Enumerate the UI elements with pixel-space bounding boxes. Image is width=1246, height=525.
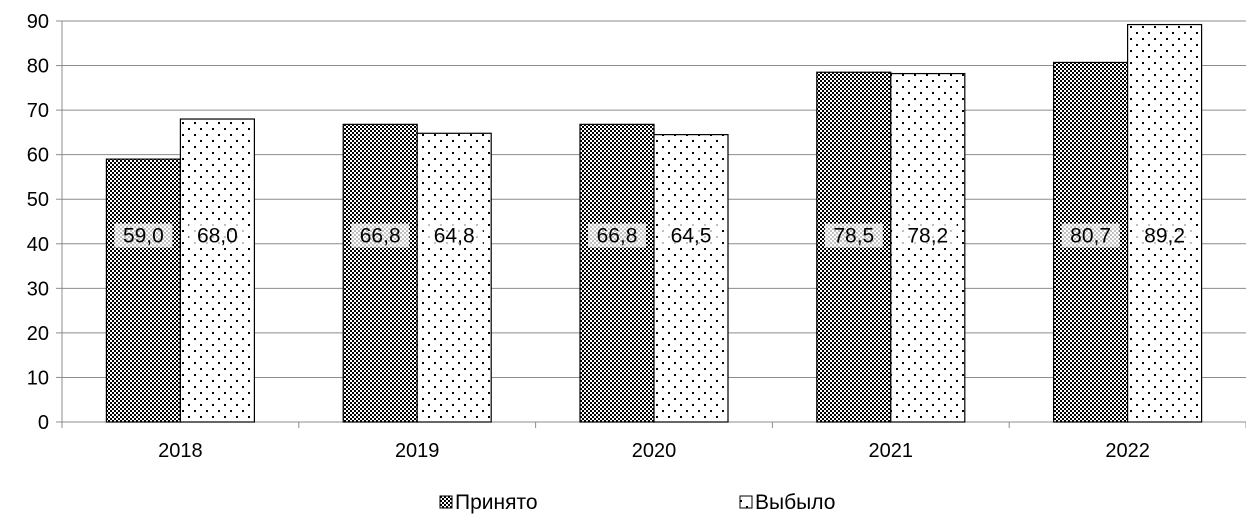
legend: Принято Выбыло [439,491,835,514]
data-labels: 59,0 68,0 66,8 64,8 66,8 64,5 78,5 78,2 80,7 89,2 [114,223,1194,248]
y-tick-label: 40 [27,234,49,256]
data-label: 68,0 [197,225,238,248]
legend-label: Принято [455,491,538,514]
data-label-bg [1135,223,1194,248]
legend-label: Выбыло [755,491,835,514]
data-label: 78,2 [907,225,948,248]
bar-vybylo-2018 [179,118,255,423]
y-tick-label: 80 [27,56,49,78]
y-tick-label: 90 [27,11,49,33]
bar-vybylo-2021 [890,72,966,423]
data-label: 66,8 [360,225,401,248]
data-label: 78,5 [833,225,874,248]
bar-prinyato-2019 [342,123,418,423]
y-tick-label: 10 [27,367,49,389]
x-tick-label: 2022 [1105,440,1150,462]
data-label: 59,0 [123,225,164,248]
x-tick-label: 2021 [869,440,914,462]
data-label: 66,8 [597,225,638,248]
data-label-bg [425,223,484,248]
data-label-bg [114,223,173,248]
bar-vybylo-2019 [416,132,492,423]
bar-prinyato-2020 [579,123,655,423]
data-label: 89,2 [1144,225,1185,248]
y-tick-label: 0 [38,412,49,434]
y-tick-label: 60 [27,145,49,167]
legend-swatch [739,495,753,509]
bar-prinyato-2018 [105,158,182,423]
bars [105,23,1203,423]
axes: 0 10 20 30 40 50 60 70 80 90 2018 2019 2020 2021 2022 [27,11,1246,462]
y-tick-label: 30 [27,278,49,300]
y-tick-label: 50 [27,189,49,211]
data-label-bg [898,223,957,248]
y-tick-label: 20 [27,323,49,345]
data-label-bg [351,223,410,248]
data-label-bg [188,223,247,248]
data-label-bg [1061,223,1120,248]
data-label: 64,8 [434,225,475,248]
data-label: 64,5 [671,225,712,248]
bar-vybylo-2022 [1126,23,1203,423]
data-label-bg [824,223,883,248]
data-label: 80,7 [1070,225,1111,248]
data-label-bg [662,223,720,248]
data-label-bg [588,223,646,248]
x-tick-label: 2020 [632,440,677,462]
x-tick-label: 2018 [158,440,203,462]
legend-swatch [439,495,453,509]
y-tick-label: 70 [27,100,49,122]
x-tick-label: 2019 [395,440,440,462]
bar-vybylo-2020 [653,134,729,423]
